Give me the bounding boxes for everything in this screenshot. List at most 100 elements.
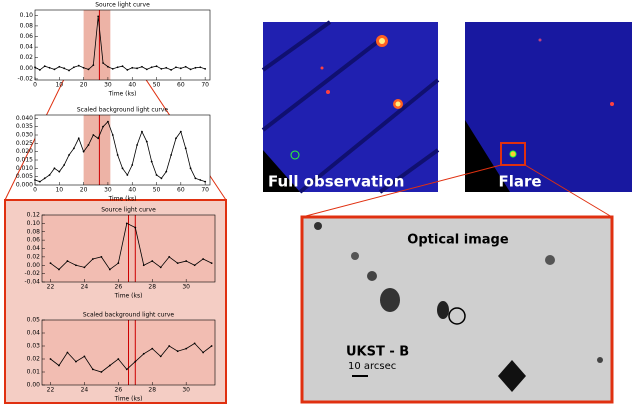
data-point xyxy=(177,262,179,264)
y-tick-label: 0.12 xyxy=(27,212,41,219)
data-point xyxy=(44,177,46,179)
data-point xyxy=(160,177,162,179)
y-tick-label: 0.025 xyxy=(16,140,33,147)
data-point xyxy=(175,66,177,68)
y-tick-label: 0.01 xyxy=(27,369,41,376)
data-point xyxy=(175,137,177,139)
xray-image-full xyxy=(263,22,438,192)
data-point xyxy=(84,356,86,358)
image-label: Flare xyxy=(498,173,541,191)
data-point xyxy=(146,141,148,143)
data-point xyxy=(97,137,99,139)
data-point xyxy=(156,65,158,67)
data-point xyxy=(134,227,136,229)
y-tick-label: 0.030 xyxy=(16,132,33,139)
y-tick-label: 0.010 xyxy=(16,165,33,172)
x-tick-label: 24 xyxy=(81,387,89,394)
data-point xyxy=(194,343,196,345)
data-point xyxy=(190,167,192,169)
data-point xyxy=(107,66,109,68)
x-axis-label: Time (ks) xyxy=(108,196,137,203)
y-tick-label: 0.10 xyxy=(20,12,34,19)
data-point xyxy=(102,62,104,64)
data-point xyxy=(134,361,136,363)
x-tick-label: 0 xyxy=(33,82,37,89)
data-point xyxy=(49,174,51,176)
x-tick-label: 30 xyxy=(182,387,190,394)
data-point xyxy=(126,69,128,71)
data-point xyxy=(160,68,162,70)
data-point xyxy=(83,151,85,153)
y-tick-label: 0.04 xyxy=(27,330,41,337)
data-point xyxy=(170,69,172,71)
x-tick-label: 24 xyxy=(81,284,89,291)
data-point xyxy=(68,154,70,156)
y-tick-label: 0.04 xyxy=(20,44,34,51)
scale-label: 10 arcsec xyxy=(348,361,396,372)
data-point xyxy=(84,266,86,268)
x-tick-label: 50 xyxy=(153,187,161,194)
data-point xyxy=(49,67,51,69)
data-point xyxy=(195,67,197,69)
x-tick-label: 60 xyxy=(177,82,185,89)
data-point xyxy=(50,358,52,360)
y-tick-label: 0.10 xyxy=(27,220,41,227)
x-tick-label: 26 xyxy=(115,387,123,394)
x-tick-label: 40 xyxy=(128,82,136,89)
x-tick-label: 22 xyxy=(47,387,55,394)
x-tick-label: 28 xyxy=(148,387,156,394)
data-point xyxy=(168,345,170,347)
data-point xyxy=(97,15,99,17)
data-point xyxy=(117,66,119,68)
data-point xyxy=(92,258,94,260)
data-point xyxy=(199,66,201,68)
data-point xyxy=(185,147,187,149)
chart-title: Source light curve xyxy=(101,207,156,214)
data-point xyxy=(202,258,204,260)
data-point xyxy=(170,154,172,156)
y-tick-label: 0.005 xyxy=(16,173,33,180)
image-label: Full observation xyxy=(268,173,404,191)
data-point xyxy=(160,266,162,268)
x-tick-label: 40 xyxy=(128,187,136,194)
data-point xyxy=(151,66,153,68)
y-tick-label: 0.08 xyxy=(27,228,41,235)
page: {"chart_data":[ {"type":"line","title":"… xyxy=(0,0,640,405)
chart-title: Scaled background light curve xyxy=(83,312,175,319)
data-point xyxy=(204,181,206,183)
data-point xyxy=(67,260,69,262)
data-point xyxy=(92,64,94,66)
x-tick-label: 30 xyxy=(104,187,112,194)
data-point xyxy=(44,65,46,67)
data-point xyxy=(75,264,77,266)
y-tick-label: 0.06 xyxy=(27,237,41,244)
data-point xyxy=(92,369,94,371)
y-tick-label: 0.02 xyxy=(27,356,41,363)
data-point xyxy=(185,66,187,68)
y-tick-label: 0.02 xyxy=(27,253,41,260)
data-point xyxy=(151,348,153,350)
data-point xyxy=(73,147,75,149)
y-tick-label: 0.05 xyxy=(27,317,41,324)
data-point xyxy=(102,126,104,128)
y-tick-label: 0.015 xyxy=(16,157,33,164)
data-point xyxy=(204,68,206,70)
data-point xyxy=(165,171,167,173)
x-tick-label: 30 xyxy=(182,284,190,291)
y-tick-label: 0.00 xyxy=(27,382,41,389)
data-point xyxy=(165,67,167,69)
data-point xyxy=(50,262,52,264)
data-point xyxy=(151,161,153,163)
data-point xyxy=(109,365,111,367)
data-point xyxy=(122,167,124,169)
data-point xyxy=(156,174,158,176)
data-point xyxy=(141,131,143,133)
data-point xyxy=(100,256,102,258)
xray-image-flare xyxy=(465,22,632,192)
data-point xyxy=(112,68,114,70)
data-point xyxy=(58,66,60,68)
data-point xyxy=(131,67,133,69)
data-point xyxy=(39,69,41,71)
data-point xyxy=(180,131,182,133)
y-tick-label: 0.035 xyxy=(16,123,33,130)
